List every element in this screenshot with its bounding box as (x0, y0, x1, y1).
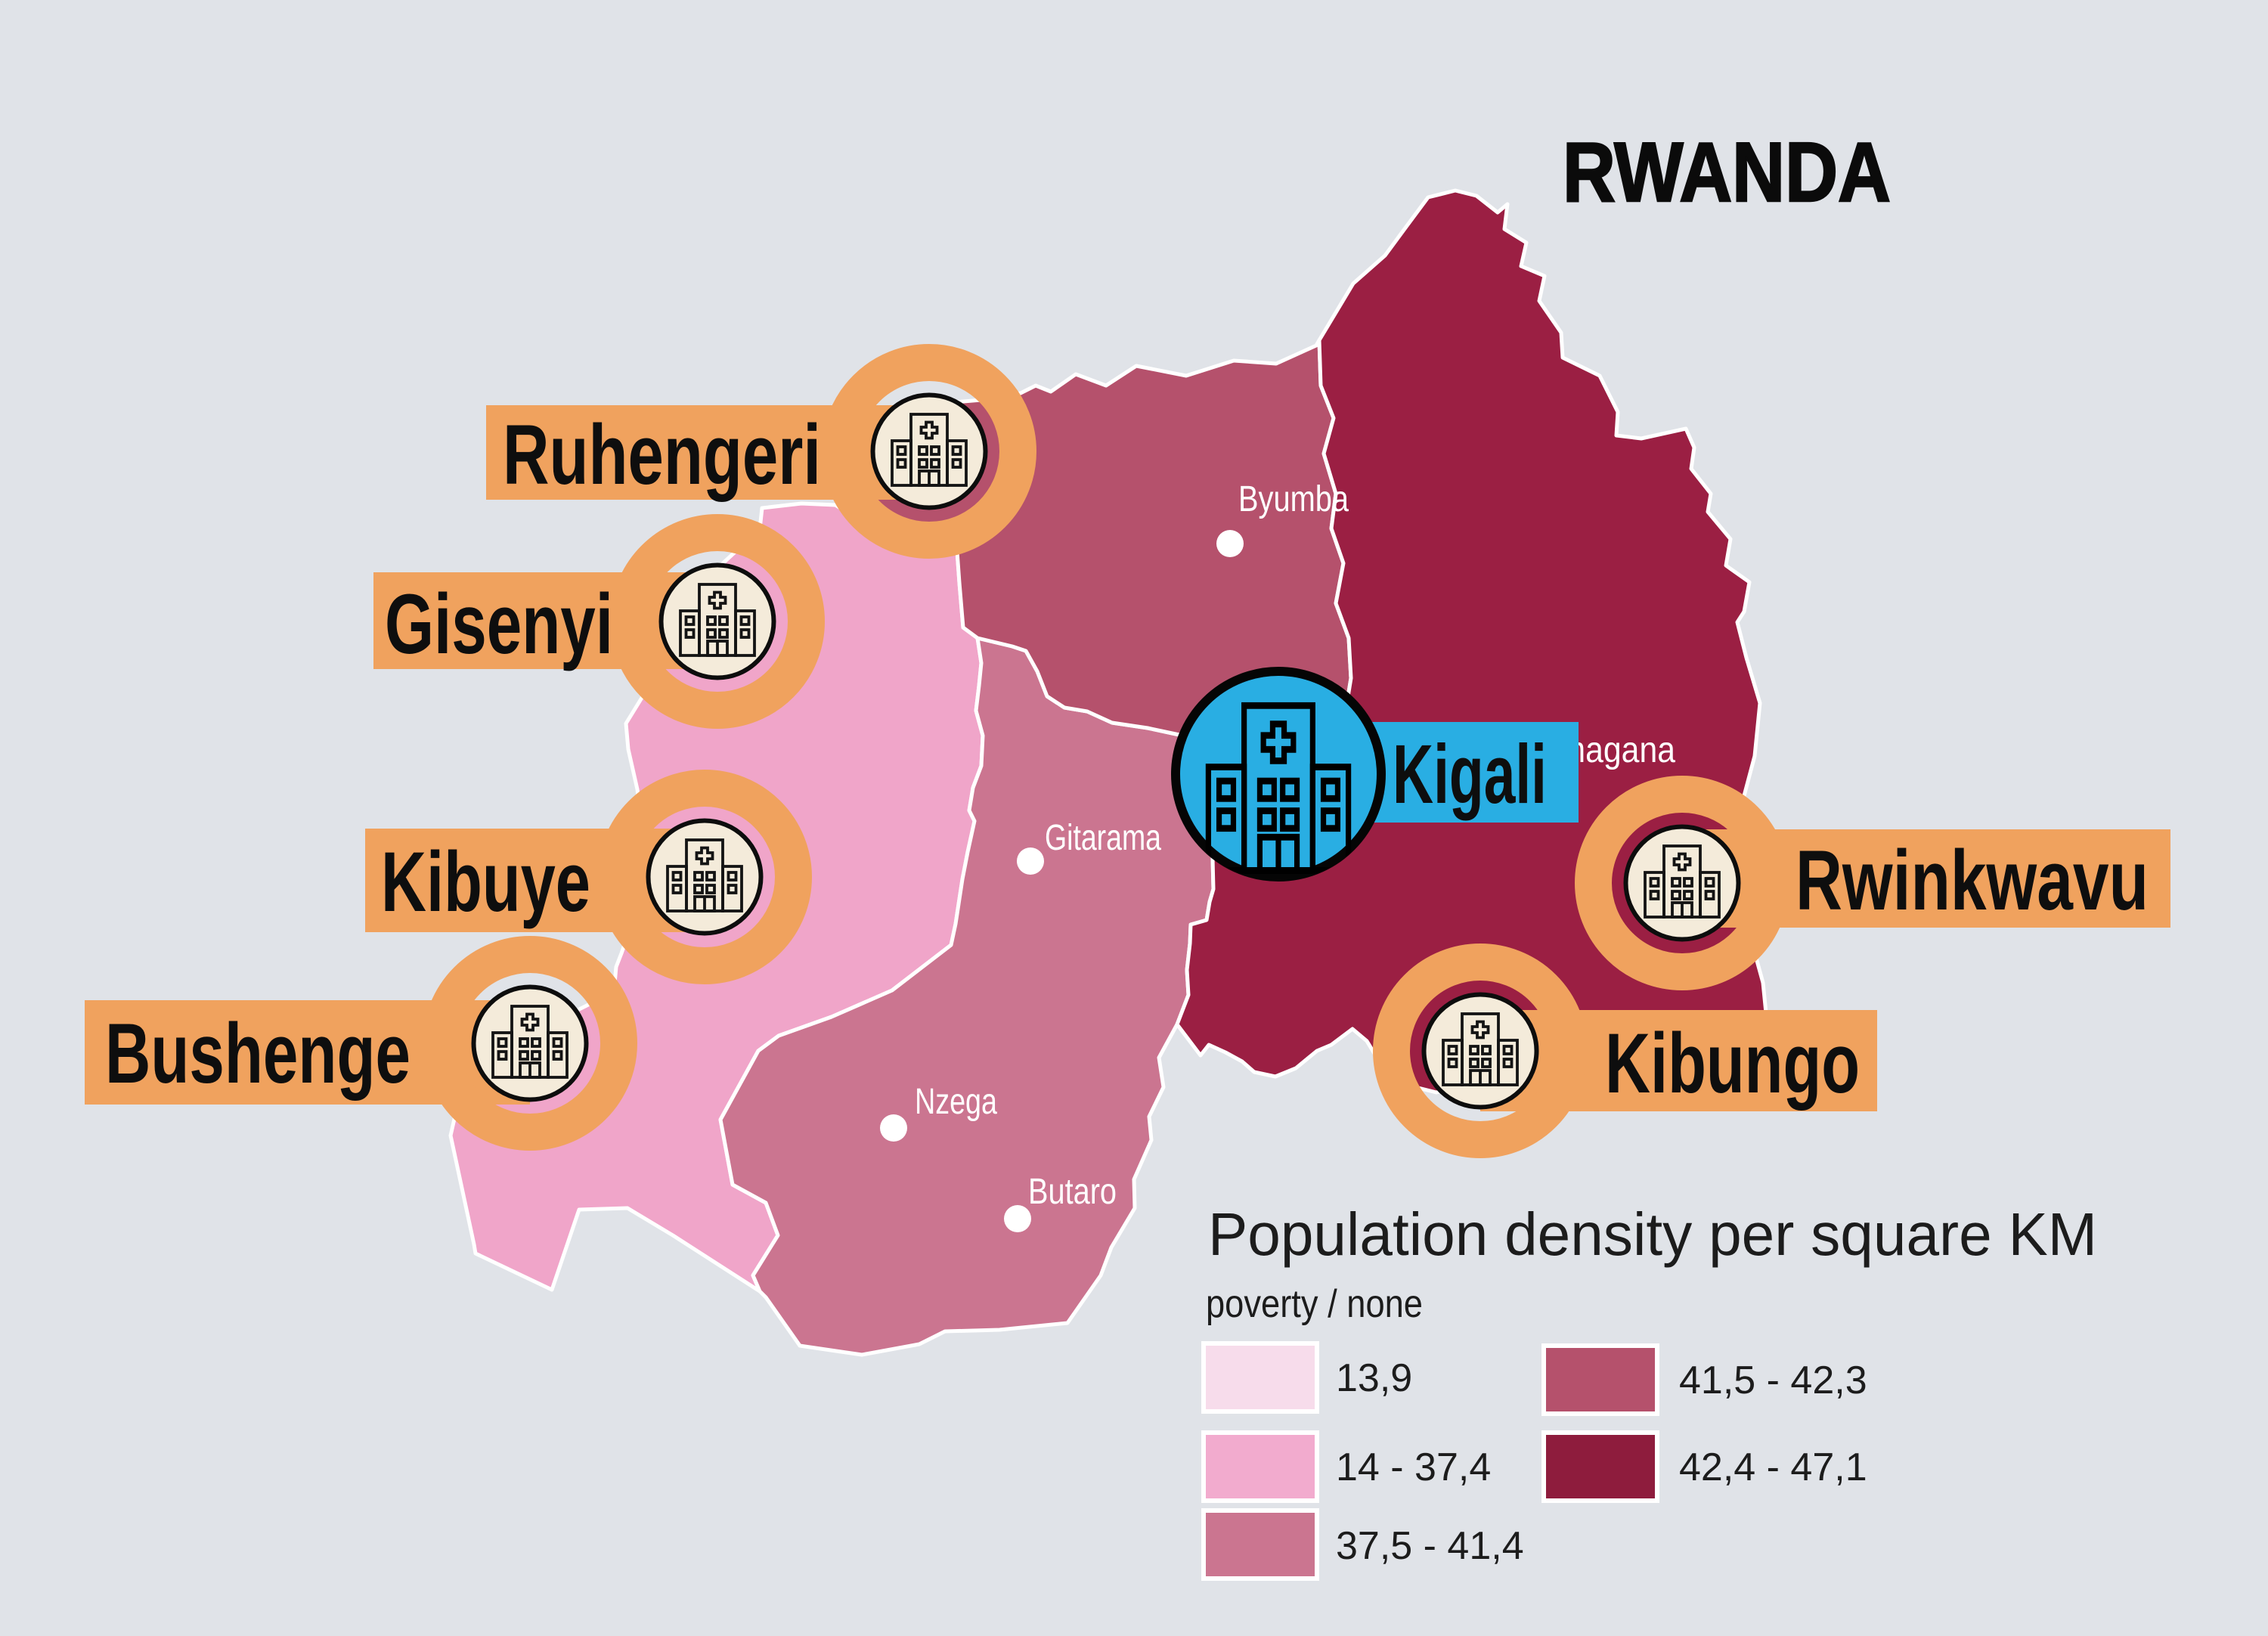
svg-text:Ruhengeri: Ruhengeri (503, 407, 821, 502)
svg-text:41,5 - 42,3: 41,5 - 42,3 (1679, 1359, 1867, 1402)
svg-text:Kibuye: Kibuye (381, 835, 590, 929)
svg-text:Kibungo: Kibungo (1605, 1016, 1860, 1111)
svg-text:Byumba: Byumba (1238, 479, 1349, 519)
svg-text:42,4 - 47,1: 42,4 - 47,1 (1679, 1445, 1867, 1489)
svg-text:37,5 - 41,4: 37,5 - 41,4 (1336, 1524, 1524, 1568)
svg-text:Rwinkwavu: Rwinkwavu (1796, 833, 2149, 928)
svg-text:Gitarama: Gitarama (1045, 818, 1161, 858)
svg-text:Kigali: Kigali (1393, 728, 1547, 821)
svg-text:Nzega: Nzega (915, 1082, 997, 1122)
svg-text:14 - 37,4: 14 - 37,4 (1336, 1445, 1491, 1489)
svg-text:RWANDA: RWANDA (1563, 125, 1891, 219)
svg-text:Population density per square: Population density per square KM (1208, 1201, 2097, 1268)
svg-text:13,9: 13,9 (1336, 1356, 1412, 1400)
svg-text:Butaro: Butaro (1028, 1172, 1117, 1212)
svg-text:Gisenyi: Gisenyi (385, 577, 613, 671)
svg-text:poverty / none: poverty / none (1206, 1282, 1423, 1326)
svg-text:Bushenge: Bushenge (105, 1006, 411, 1101)
